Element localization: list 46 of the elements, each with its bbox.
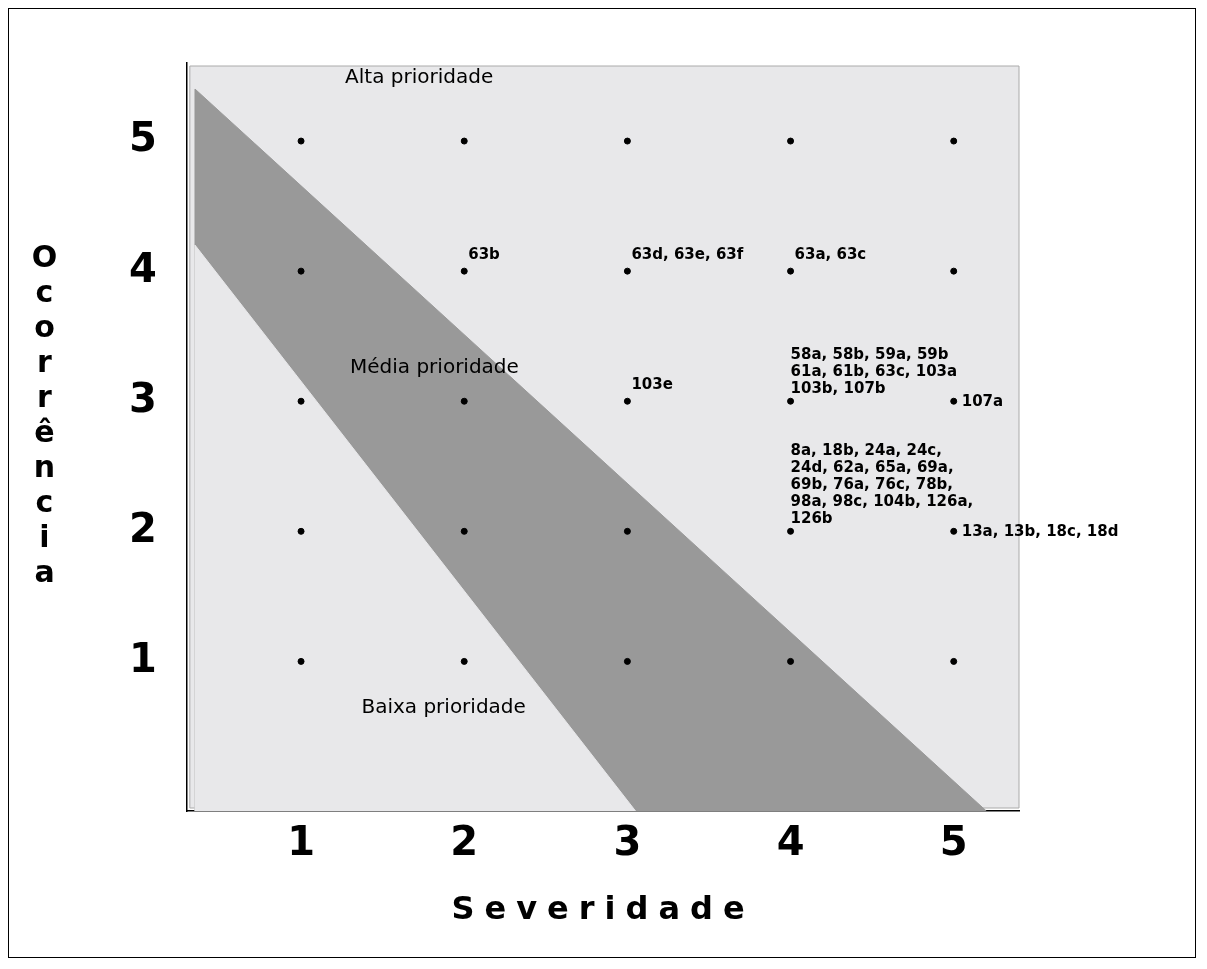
annotation: 103e xyxy=(631,375,673,394)
annotation: 58a, 58b, 59a, 59b 61a, 61b, 63c, 103a 103b, 107b xyxy=(790,345,958,398)
y-tick-label: 2 xyxy=(128,504,157,551)
annotation: 63d, 63e, 63f xyxy=(631,245,744,264)
annotation: 63b xyxy=(468,245,501,264)
annotation: Média prioridade xyxy=(350,353,519,378)
point xyxy=(297,267,305,275)
annotation: Baixa prioridade xyxy=(361,694,526,719)
x-axis-title: Severidade xyxy=(450,889,756,927)
point xyxy=(623,657,631,665)
point xyxy=(460,397,468,405)
point xyxy=(460,267,468,275)
x-tick-label: 3 xyxy=(613,818,642,865)
point xyxy=(297,137,305,145)
point xyxy=(787,527,795,535)
point xyxy=(297,397,305,405)
annotation: 107a xyxy=(961,392,1004,411)
y-tick-label: 1 xyxy=(128,634,157,681)
point xyxy=(623,527,631,535)
x-tick-label: 4 xyxy=(776,818,805,865)
y-axis-title: Ocorrência xyxy=(27,239,62,589)
annotation: Alta prioridade xyxy=(345,63,494,88)
annotation: 63a, 63c xyxy=(794,245,867,264)
point xyxy=(787,137,795,145)
point xyxy=(950,397,958,405)
x-tick-label: 5 xyxy=(939,818,968,865)
point xyxy=(950,137,958,145)
x-tick-label: 1 xyxy=(287,818,315,865)
point xyxy=(623,397,631,405)
point xyxy=(460,137,468,145)
x-tick-label: 2 xyxy=(450,818,479,865)
point xyxy=(787,397,795,405)
point xyxy=(460,657,468,665)
y-tick-label: 4 xyxy=(128,244,157,291)
y-tick-label: 3 xyxy=(128,374,157,421)
point xyxy=(787,657,795,665)
point xyxy=(623,267,631,275)
point xyxy=(950,527,958,535)
point xyxy=(950,267,958,275)
point xyxy=(297,657,305,665)
y-tick-label: 5 xyxy=(128,114,157,161)
point xyxy=(460,527,468,535)
point xyxy=(950,657,958,665)
point xyxy=(787,267,795,275)
point xyxy=(297,527,305,535)
point xyxy=(623,137,631,145)
